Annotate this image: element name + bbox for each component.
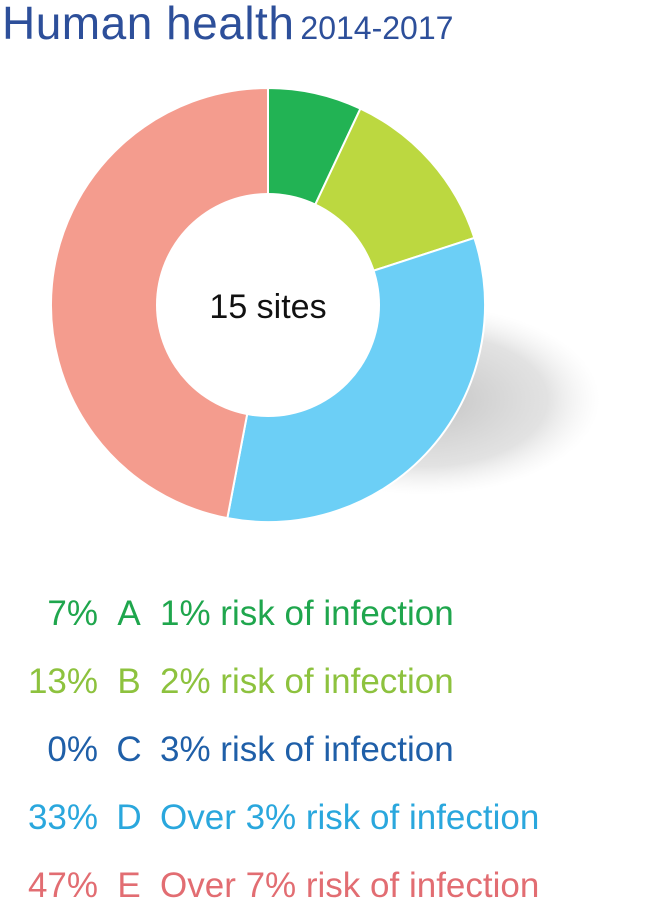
- donut-hole: [156, 193, 380, 417]
- legend-pct: 7%: [47, 594, 98, 633]
- chart-title-main: Human health: [2, 0, 295, 49]
- legend-item-b: 13% B 2% risk of infection: [0, 648, 650, 716]
- legend-item-c: 0% C 3% risk of infection: [0, 716, 650, 784]
- legend-letter: A: [117, 594, 141, 633]
- legend-pct: 13%: [27, 662, 98, 701]
- legend-pct: 0%: [47, 730, 98, 769]
- legend-letter: E: [117, 866, 141, 905]
- legend-item-d: 33% D Over 3% risk of infection: [0, 784, 650, 852]
- legend-desc: 2% risk of infection: [160, 662, 454, 701]
- donut-center-label: 15 sites: [209, 288, 326, 326]
- legend-pct: 47%: [27, 866, 98, 905]
- legend-letter: C: [116, 730, 142, 769]
- legend-desc: Over 3% risk of infection: [160, 798, 540, 837]
- chart-title: Human health 2014-2017: [2, 0, 453, 50]
- legend-letter: D: [116, 798, 142, 837]
- legend-letter: B: [117, 662, 141, 701]
- donut-chart: 15 sites: [49, 86, 600, 523]
- legend-pct: 33%: [27, 798, 98, 837]
- legend-desc: 1% risk of infection: [160, 594, 454, 633]
- legend-item-e: 47% E Over 7% risk of infection: [0, 852, 650, 920]
- legend-item-a: 7% A 1% risk of infection: [0, 580, 650, 648]
- legend-desc: Over 7% risk of infection: [160, 866, 540, 905]
- legend-desc: 3% risk of infection: [160, 730, 454, 769]
- legend: 7% A 1% risk of infection 13% B 2% risk of in…: [0, 580, 650, 920]
- chart-title-years: 2014-2017: [300, 10, 454, 46]
